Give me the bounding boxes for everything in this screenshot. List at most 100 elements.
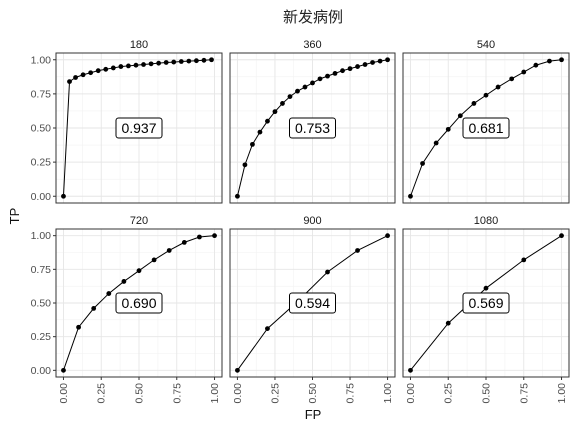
y-tick-label: 0.75	[31, 88, 52, 100]
roc-point	[209, 57, 214, 63]
auc-label-box	[115, 117, 163, 139]
roc-point	[67, 79, 72, 84]
roc-point	[317, 76, 323, 82]
roc-point	[547, 58, 552, 64]
panel-540: 540 0.681	[402, 39, 570, 204]
panel-border	[402, 52, 570, 204]
roc-point	[325, 73, 330, 79]
panel-strip-label: 1080	[474, 215, 498, 227]
roc-point	[178, 59, 184, 64]
roc-point	[265, 118, 270, 124]
auc-label: 0.690	[121, 295, 156, 311]
y-tick-label: 0.00	[31, 365, 52, 377]
roc-point	[171, 59, 177, 65]
roc-point	[133, 62, 139, 68]
roc-point	[340, 68, 345, 74]
roc-point	[73, 75, 78, 80]
panel-360: 360 0.753	[229, 39, 396, 204]
auc-label: 0.569	[468, 295, 503, 311]
y-tick-label: 1.00	[31, 230, 52, 242]
roc-point	[148, 61, 154, 67]
x-tick-label: 0.00	[232, 383, 244, 404]
panel-strip-label: 360	[303, 39, 321, 51]
roc-point	[355, 248, 360, 253]
roc-point	[370, 60, 375, 65]
panel-180: 180 0.937 0.00 0.25 0.50 0.75 1.00	[31, 39, 223, 204]
panel-strip-label: 900	[303, 215, 321, 227]
roc-point	[385, 233, 390, 239]
roc-point	[420, 161, 425, 166]
roc-point	[445, 320, 451, 326]
roc-point	[347, 66, 353, 72]
roc-point	[186, 58, 192, 64]
roc-point	[61, 193, 66, 199]
roc-point	[181, 239, 187, 245]
roc-point	[265, 326, 270, 331]
y-tick-label: 0.25	[31, 157, 52, 169]
x-tick-label: 0.50	[134, 383, 146, 404]
roc-point	[242, 162, 248, 168]
auc-label-box	[462, 117, 510, 139]
roc-point	[110, 65, 116, 71]
roc-point	[355, 64, 360, 69]
roc-point	[95, 68, 101, 74]
auc-label-box	[289, 292, 336, 314]
panel-strip-label: 540	[477, 39, 495, 51]
roc-point	[166, 248, 172, 253]
roc-point	[295, 88, 300, 94]
roc-point	[76, 324, 81, 330]
roc-point	[250, 141, 255, 147]
roc-point	[483, 285, 489, 291]
auc-label: 0.594	[295, 295, 330, 311]
roc-point	[509, 76, 515, 82]
roc-point	[521, 69, 527, 75]
y-tick-label: 0.50	[31, 298, 52, 310]
y-tick-label: 0.75	[31, 264, 52, 276]
x-tick-label: 0.75	[345, 383, 357, 404]
x-tick-label: 0.75	[171, 383, 183, 404]
roc-point	[61, 367, 66, 373]
x-tick-label: 1.00	[382, 383, 394, 404]
roc-point	[280, 101, 285, 106]
roc-point	[194, 58, 199, 64]
roc-point	[212, 233, 217, 239]
chart-title: 新发病例	[283, 8, 343, 26]
roc-point	[197, 234, 202, 240]
x-axis-label: FP	[305, 407, 322, 422]
roc-point	[433, 140, 439, 146]
panel-900: 900 0.594 0.00 0.25 0.50 0.75 1.00	[229, 215, 396, 404]
auc-label: 0.681	[468, 120, 503, 136]
roc-point	[521, 257, 527, 263]
panel-1080: 1080 0.569 0.00 0.25 0.50 0.75 1.00	[402, 215, 570, 404]
x-tick-label: 1.00	[556, 383, 568, 404]
roc-point	[118, 64, 124, 69]
roc-point	[332, 71, 338, 76]
roc-point	[257, 129, 263, 135]
roc-point	[287, 94, 293, 100]
roc-point	[325, 269, 330, 275]
roc-point	[91, 305, 97, 311]
auc-label-box	[462, 292, 510, 314]
auc-label-box	[115, 292, 163, 314]
x-tick-label: 0.25	[96, 383, 108, 404]
roc-point	[533, 62, 539, 68]
x-tick-label: 0.25	[269, 383, 281, 404]
panel-720: 720 0.690 0.00 0.25 0.50 0.75 1.00 0.00 0.25 0.50…	[31, 215, 223, 404]
roc-point	[495, 84, 501, 90]
x-tick-label: 0.00	[405, 383, 417, 404]
y-tick-label: 1.00	[31, 54, 52, 66]
roc-point	[302, 84, 308, 90]
roc-point	[471, 101, 477, 106]
y-axis-label: TP	[7, 208, 22, 225]
roc-point	[80, 72, 86, 78]
roc-point	[106, 291, 112, 296]
roc-point	[156, 60, 162, 66]
auc-label: 0.937	[121, 120, 156, 136]
roc-point	[272, 109, 278, 115]
y-tick-label: 0.00	[31, 191, 52, 203]
roc-point	[136, 268, 142, 274]
roc-point	[201, 57, 207, 63]
roc-point	[126, 63, 131, 69]
roc-point	[362, 62, 368, 67]
roc-point	[385, 57, 390, 63]
